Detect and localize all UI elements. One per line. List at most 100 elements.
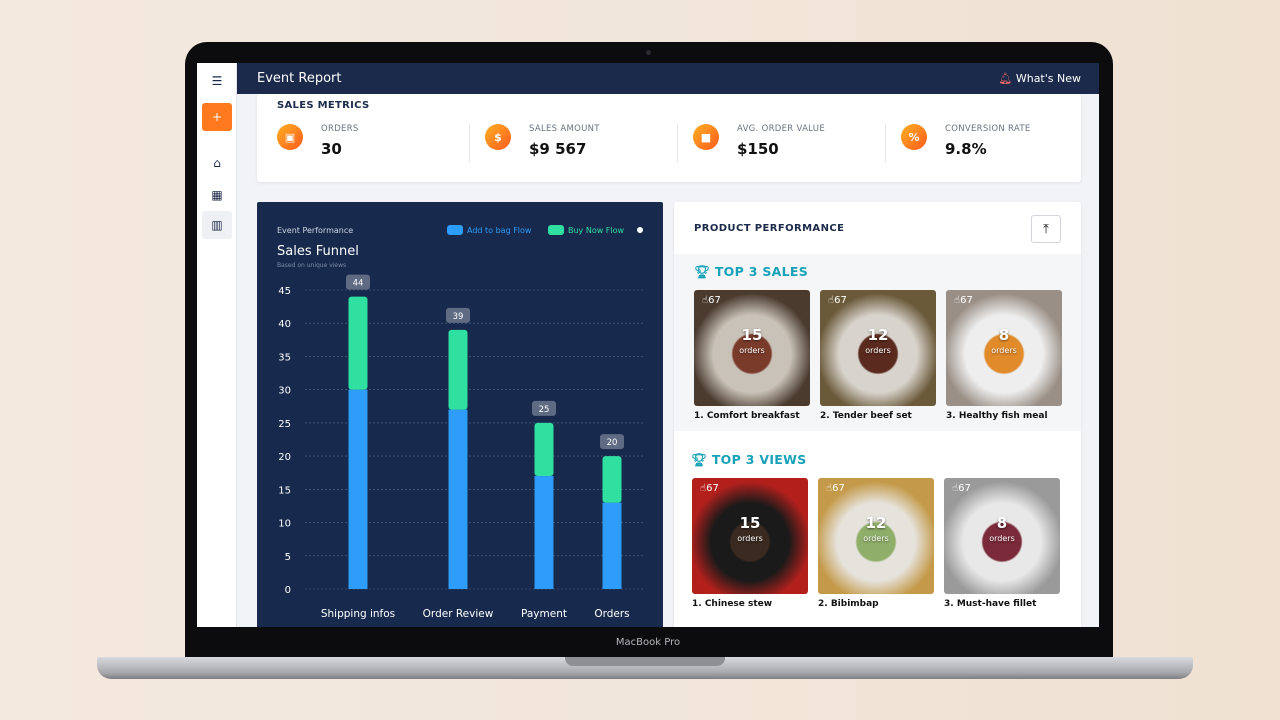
- y-tick-label: 35: [278, 352, 291, 363]
- orders-label: orders: [863, 534, 889, 543]
- product-image: ☝︎67 8 orders: [944, 478, 1060, 594]
- orders-count: 8: [998, 326, 1010, 344]
- product-tile[interactable]: ☝︎67 8 orders 3. Must-have fillet: [944, 478, 1060, 609]
- trophy-icon: 🏆︎: [694, 264, 711, 279]
- legend-label[interactable]: Buy Now Flow: [568, 226, 625, 235]
- sales-funnel-chart: Event Performance Sales Funnel Based on un…: [257, 202, 663, 627]
- product-tile[interactable]: ☝︎67 12 orders 2. Bibimbap: [818, 478, 934, 609]
- hand-pointer-icon: ☝︎: [702, 295, 709, 306]
- hand-pointer-icon: ☝︎: [828, 295, 835, 306]
- metric-value: $9 567: [529, 140, 587, 158]
- bar-add-to-bag-flow[interactable]: [348, 389, 368, 589]
- x-tick-label: Orders: [594, 608, 629, 620]
- metrics-title: SALES METRICS: [277, 100, 370, 111]
- metric-divider: [469, 124, 470, 162]
- product-name: 1. Comfort breakfast: [694, 411, 800, 421]
- total-label: 25: [539, 405, 550, 415]
- product-tile[interactable]: ☝︎67 12 orders 2. Tender beef set: [820, 290, 936, 421]
- total-label: 20: [607, 438, 618, 448]
- metric-orders: ▣ ORDERS 30: [277, 122, 477, 162]
- orders-count: 12: [867, 326, 889, 344]
- product-title: PRODUCT PERFORMANCE: [694, 223, 845, 234]
- chart-icon[interactable]: ▥: [202, 211, 232, 239]
- metric-value: 9.8%: [945, 140, 987, 158]
- views-count: ☝︎67: [702, 295, 721, 306]
- whats-new-button[interactable]: 🔔︎ What's New: [998, 72, 1081, 85]
- home-icon[interactable]: ⌂: [213, 156, 221, 170]
- create-button[interactable]: +: [202, 103, 232, 131]
- product-image: ☝︎67 15 orders: [694, 290, 810, 406]
- legend-label[interactable]: Add to bag Flow: [467, 226, 532, 235]
- bar-add-to-bag-flow[interactable]: [602, 502, 622, 589]
- chart-subtitle: Based on unique views: [277, 262, 346, 269]
- y-tick-label: 30: [278, 386, 291, 397]
- views-count: ☝︎67: [826, 483, 845, 494]
- metric-label: SALES AMOUNT: [529, 124, 600, 134]
- metric-divider: [885, 124, 886, 162]
- percent-icon: %: [901, 124, 927, 150]
- metric-sales-amount: $ SALES AMOUNT $9 567: [485, 122, 685, 162]
- sales-metrics-card: SALES METRICS ▣ ORDERS 30 $ SALES AMOUNT…: [257, 94, 1081, 182]
- x-tick-label: Payment: [521, 608, 567, 620]
- hand-pointer-icon: ☝︎: [700, 483, 707, 494]
- laptop-base: [97, 657, 1193, 679]
- bar-add-to-bag-flow[interactable]: [534, 476, 554, 589]
- metric-divider: [677, 124, 678, 162]
- views-count: ☝︎67: [954, 295, 973, 306]
- laptop-notch: [565, 657, 725, 666]
- top-sales-section: 🏆︎ TOP 3 SALES ☝︎67 15 orders 1. Comfort…: [674, 254, 1081, 431]
- orders-label: orders: [989, 534, 1015, 543]
- total-badge: [446, 307, 470, 323]
- bell-icon: 🔔︎: [998, 72, 1013, 85]
- total-badge: [600, 434, 624, 450]
- header: Event Report 🔔︎ What's New: [237, 63, 1099, 94]
- product-image: ☝︎67 15 orders: [692, 478, 808, 594]
- orders-count: 15: [741, 326, 763, 344]
- y-tick-label: 20: [278, 452, 291, 463]
- product-image: ☝︎67 12 orders: [818, 478, 934, 594]
- orders-label: orders: [737, 534, 763, 543]
- product-image: ☝︎67 8 orders: [946, 290, 1062, 406]
- sidebar: ☰ + ⌂ ▦ ▥: [197, 63, 237, 627]
- product-tile[interactable]: ☝︎67 8 orders 3. Healthy fish meal: [946, 290, 1062, 421]
- total-badge: [532, 400, 556, 416]
- metric-avg-order-value: ■ AVG. ORDER VALUE $150: [693, 122, 893, 162]
- bar-buy-now-flow[interactable]: [534, 422, 554, 477]
- y-tick-label: 5: [285, 552, 291, 563]
- top-views-section: 🏆︎ TOP 3 VIEWS ☝︎67 15 orders 1. Chinese…: [674, 442, 1081, 627]
- views-count: ☝︎67: [700, 483, 719, 494]
- metric-label: ORDERS: [321, 124, 359, 134]
- chart-svg: Event Performance Sales Funnel Based on un…: [277, 225, 643, 620]
- product-name: 2. Bibimbap: [818, 599, 879, 609]
- app-screen: ☰ + ⌂ ▦ ▥ Event Report 🔔︎ What's New SAL…: [197, 63, 1099, 627]
- info-icon[interactable]: [637, 227, 643, 233]
- legend-swatch: [447, 225, 463, 235]
- total-badge: [346, 274, 370, 290]
- product-tile[interactable]: ☝︎67 15 orders 1. Comfort breakfast: [694, 290, 810, 421]
- hand-pointer-icon: ☝︎: [826, 483, 833, 494]
- laptop-label: MacBook Pro: [615, 637, 681, 648]
- bar-buy-now-flow[interactable]: [348, 296, 368, 390]
- bar-buy-now-flow[interactable]: [448, 329, 468, 410]
- hand-pointer-icon: ☝︎: [952, 483, 959, 494]
- page-title: Event Report: [257, 71, 342, 86]
- product-tile[interactable]: ☝︎67 15 orders 1. Chinese stew: [692, 478, 808, 609]
- orders-label: orders: [865, 346, 891, 355]
- menu-icon[interactable]: ☰: [211, 74, 223, 88]
- metric-value: $150: [737, 140, 779, 158]
- bar-add-to-bag-flow[interactable]: [448, 409, 468, 589]
- metric-label: AVG. ORDER VALUE: [737, 124, 825, 134]
- metric-label: CONVERSION RATE: [945, 124, 1031, 134]
- product-name: 1. Chinese stew: [692, 599, 773, 609]
- total-label: 44: [353, 279, 364, 289]
- export-button[interactable]: ⤒: [1031, 215, 1061, 243]
- calendar-icon[interactable]: ▦: [211, 188, 223, 202]
- total-label: 39: [453, 312, 464, 322]
- box-icon: ▣: [277, 124, 303, 150]
- trophy-icon: 🏆︎: [691, 452, 708, 467]
- bar-buy-now-flow[interactable]: [602, 456, 622, 503]
- y-tick-label: 25: [278, 419, 291, 430]
- x-tick-label: Order Review: [423, 608, 494, 620]
- product-image: ☝︎67 12 orders: [820, 290, 936, 406]
- y-tick-label: 40: [278, 319, 291, 330]
